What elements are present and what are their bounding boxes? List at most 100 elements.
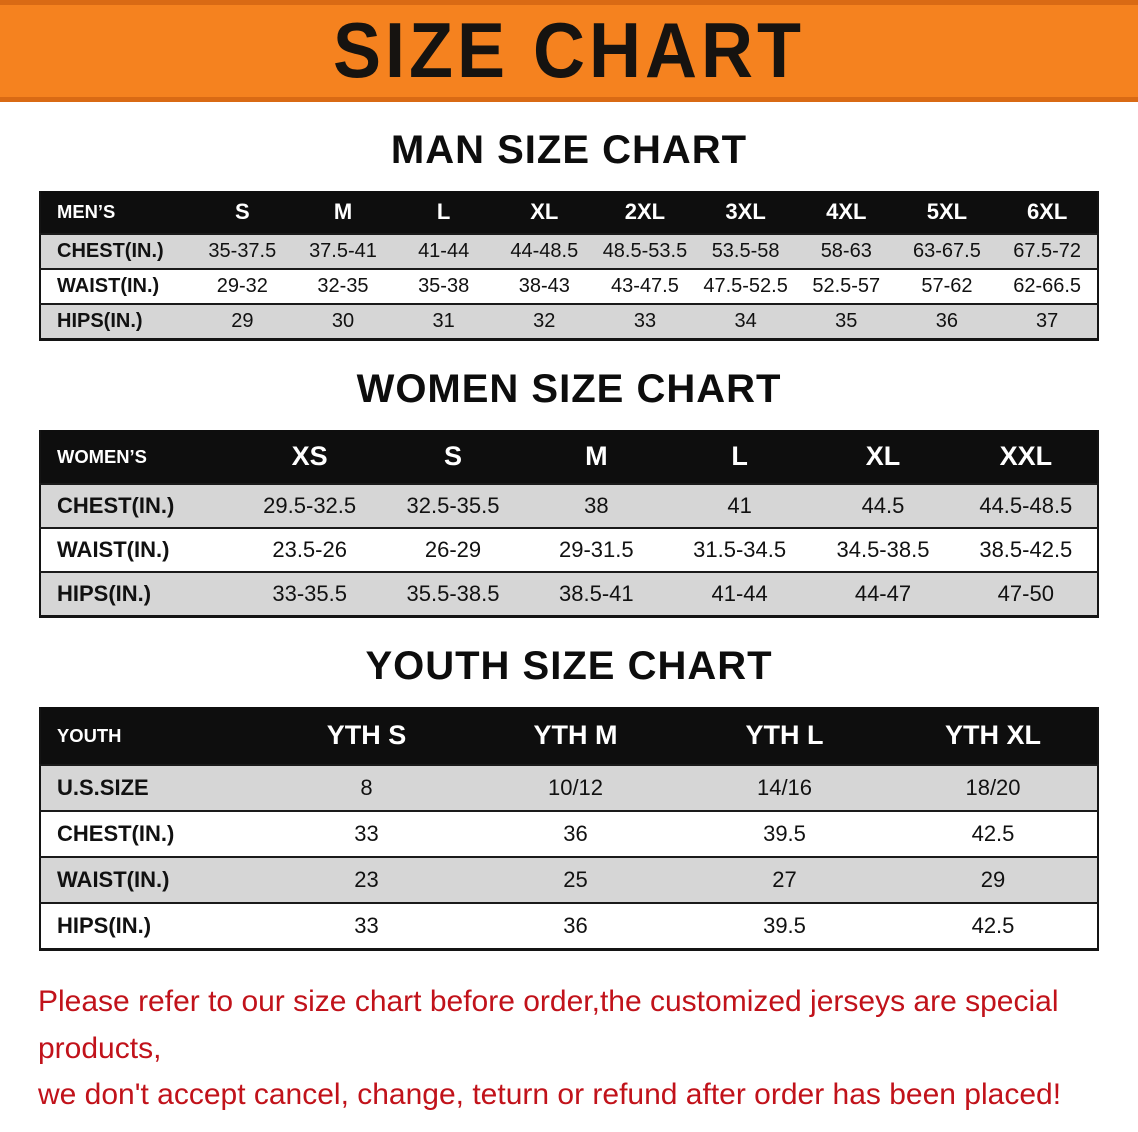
men-row-label-hips-in: HIPS(IN.) <box>40 303 192 340</box>
size-value-cell: 67.5-72 <box>997 233 1098 269</box>
men-size-table: MEN’S S M L XL 2XL 3XL 4XL 5XL 6XL CHEST(IN.) 35-37… <box>39 191 1099 341</box>
youth-row-label-hips-in: HIPS(IN.) <box>40 902 262 950</box>
size-value-cell: 42.5 <box>889 902 1098 950</box>
size-value-cell: 53.5-58 <box>695 233 796 269</box>
women-col-header-s: S <box>381 430 525 484</box>
size-value-cell: 37 <box>997 303 1098 340</box>
youth-col-header-yth-m: YTH M <box>471 707 680 765</box>
size-value-cell: 47.5-52.5 <box>695 268 796 304</box>
size-value-cell: 39.5 <box>680 902 889 950</box>
disclaimer-line-2: we don't accept cancel, change, teturn o… <box>38 1078 1062 1111</box>
size-value-cell: 38-43 <box>493 268 595 304</box>
size-value-cell: 25 <box>471 856 680 903</box>
women-col-header-xl: XL <box>811 430 955 484</box>
women-row-label-chest-in: CHEST(IN.) <box>40 483 238 528</box>
women-col-header-xxl: XXL <box>954 430 1098 484</box>
size-value-cell: 34.5-38.5 <box>811 527 955 572</box>
size-value-cell: 43-47.5 <box>594 268 696 304</box>
youth-row-label-waist-in: WAIST(IN.) <box>40 856 262 903</box>
men-table-title: MEN’S <box>40 191 192 234</box>
size-value-cell: 29 <box>889 856 1098 903</box>
youth-row-hips-in: HIPS(IN.) 33 36 39.5 42.5 <box>40 902 1098 950</box>
size-value-cell: 26-29 <box>381 527 525 572</box>
size-value-cell: 35-38 <box>393 268 494 304</box>
men-col-header-2xl: 2XL <box>594 191 696 234</box>
women-header-row: WOMEN’S XS S M L XL XXL <box>40 430 1098 484</box>
youth-col-header-yth-l: YTH L <box>680 707 889 765</box>
women-col-header-l: L <box>667 430 812 484</box>
size-value-cell: 33 <box>262 902 471 950</box>
size-value-cell: 39.5 <box>680 810 889 857</box>
youth-row-waist-in: WAIST(IN.) 23 25 27 29 <box>40 856 1098 903</box>
banner: SIZE CHART <box>0 0 1138 102</box>
youth-row-label-u-s-size: U.S.SIZE <box>40 764 262 811</box>
size-value-cell: 36 <box>896 303 998 340</box>
size-value-cell: 47-50 <box>954 571 1098 617</box>
size-value-cell: 8 <box>262 764 471 811</box>
size-value-cell: 52.5-57 <box>795 268 897 304</box>
size-value-cell: 35.5-38.5 <box>381 571 525 617</box>
size-value-cell: 38.5-42.5 <box>954 527 1098 572</box>
size-value-cell: 31 <box>393 303 494 340</box>
men-row-chest-in: CHEST(IN.) 35-37.5 37.5-41 41-44 44-48.5 48.5… <box>40 233 1098 269</box>
youth-col-header-yth-s: YTH S <box>262 707 471 765</box>
size-value-cell: 23.5-26 <box>238 527 382 572</box>
size-value-cell: 63-67.5 <box>896 233 998 269</box>
size-value-cell: 41-44 <box>667 571 812 617</box>
women-row-waist-in: WAIST(IN.) 23.5-26 26-29 29-31.5 31.5-34.5 34… <box>40 527 1098 572</box>
men-table-wrap: MEN’S S M L XL 2XL 3XL 4XL 5XL 6XL CHEST(IN.) 35-37… <box>39 191 1099 341</box>
size-value-cell: 32-35 <box>292 268 394 304</box>
size-value-cell: 34 <box>695 303 796 340</box>
size-value-cell: 44-47 <box>811 571 955 617</box>
size-value-cell: 10/12 <box>471 764 680 811</box>
size-value-cell: 33 <box>594 303 696 340</box>
size-value-cell: 35-37.5 <box>192 233 293 269</box>
size-value-cell: 44.5-48.5 <box>954 483 1098 528</box>
size-value-cell: 33 <box>262 810 471 857</box>
men-row-waist-in: WAIST(IN.) 29-32 32-35 35-38 38-43 43-47.5 47.… <box>40 268 1098 304</box>
men-row-label-chest-in: CHEST(IN.) <box>40 233 192 269</box>
size-value-cell: 33-35.5 <box>238 571 382 617</box>
disclaimer-line-1: Please refer to our size chart before or… <box>38 985 1059 1065</box>
size-value-cell: 37.5-41 <box>292 233 394 269</box>
women-section-heading: WOMEN SIZE CHART <box>356 367 782 411</box>
youth-row-chest-in: CHEST(IN.) 33 36 39.5 42.5 <box>40 810 1098 857</box>
women-table-wrap: WOMEN’S XS S M L XL XXL CHEST(IN.) 29.5-32.5 32.5… <box>39 430 1099 618</box>
size-value-cell: 36 <box>471 810 680 857</box>
youth-header-row: YOUTH YTH S YTH M YTH L YTH XL <box>40 707 1098 765</box>
size-value-cell: 30 <box>292 303 394 340</box>
size-value-cell: 38.5-41 <box>524 571 668 617</box>
disclaimer: Please refer to our size chart before or… <box>38 979 1100 1119</box>
size-value-cell: 42.5 <box>889 810 1098 857</box>
size-value-cell: 35 <box>795 303 897 340</box>
size-value-cell: 29 <box>192 303 293 340</box>
size-value-cell: 14/16 <box>680 764 889 811</box>
youth-col-header-yth-xl: YTH XL <box>889 707 1098 765</box>
size-value-cell: 36 <box>471 902 680 950</box>
women-size-table: WOMEN’S XS S M L XL XXL CHEST(IN.) 29.5-32.5 32.5… <box>39 430 1099 618</box>
size-value-cell: 29-31.5 <box>524 527 668 572</box>
men-col-header-s: S <box>192 191 293 234</box>
women-row-label-waist-in: WAIST(IN.) <box>40 527 238 572</box>
size-value-cell: 62-66.5 <box>997 268 1098 304</box>
size-chart-sections: MAN SIZE CHART MEN’S S M L XL 2XL 3XL 4XL 5XL 6XL C… <box>0 128 1138 951</box>
size-value-cell: 57-62 <box>896 268 998 304</box>
size-value-cell: 32.5-35.5 <box>381 483 525 528</box>
size-value-cell: 41 <box>667 483 812 528</box>
men-col-header-l: L <box>393 191 494 234</box>
size-value-cell: 44-48.5 <box>493 233 595 269</box>
men-row-hips-in: HIPS(IN.) 29 30 31 32 33 34 35 36 37 <box>40 303 1098 340</box>
women-table-title: WOMEN’S <box>40 430 238 484</box>
youth-size-table: YOUTH YTH S YTH M YTH L YTH XL U.S.SIZE 8 10/12… <box>39 707 1099 951</box>
youth-row-u-s-size: U.S.SIZE 8 10/12 14/16 18/20 <box>40 764 1098 811</box>
youth-table-title: YOUTH <box>40 707 262 765</box>
men-col-header-6xl: 6XL <box>997 191 1098 234</box>
women-col-header-m: M <box>524 430 668 484</box>
size-value-cell: 29-32 <box>192 268 293 304</box>
women-row-label-hips-in: HIPS(IN.) <box>40 571 238 617</box>
women-row-hips-in: HIPS(IN.) 33-35.5 35.5-38.5 38.5-41 41-44 44-… <box>40 571 1098 617</box>
size-value-cell: 27 <box>680 856 889 903</box>
size-value-cell: 18/20 <box>889 764 1098 811</box>
men-col-header-3xl: 3XL <box>695 191 796 234</box>
